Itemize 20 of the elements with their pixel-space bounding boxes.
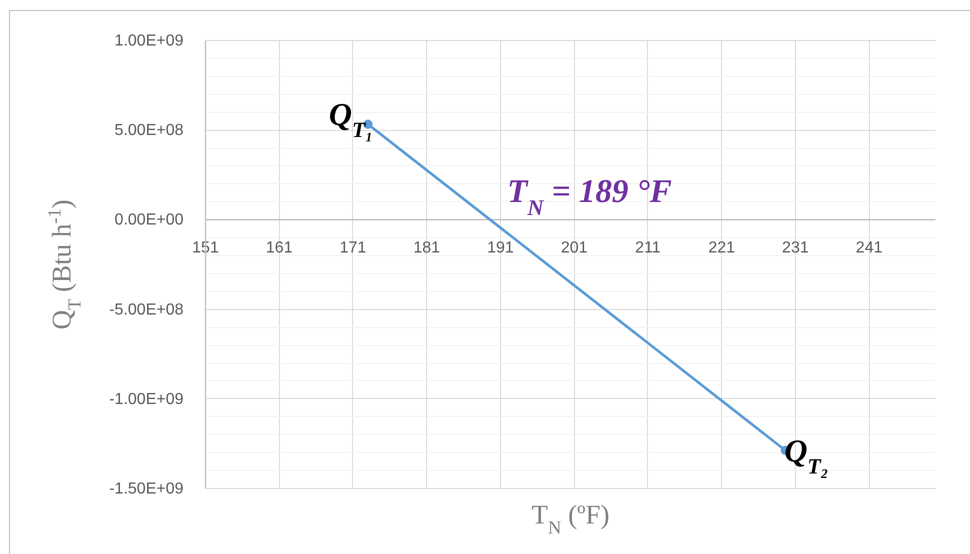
- y-tick-label: -5.00E+08: [109, 301, 184, 318]
- y-tick-label: -1.50E+09: [109, 480, 184, 498]
- x-tick-label: 211: [635, 240, 661, 257]
- y-tick-label: 0.00E+00: [114, 212, 184, 229]
- annotation: T$_{N}$ = 189 °F: [507, 174, 672, 220]
- x-tick-label: 221: [708, 240, 736, 257]
- x-tick-label: 161: [266, 240, 293, 257]
- y-tick-label: -1.00E+09: [109, 390, 184, 408]
- x-tick-label: 201: [560, 240, 588, 257]
- x-axis-title: T$_{N}$ (ºF): [532, 500, 610, 538]
- x-tick-label: 151: [192, 240, 219, 257]
- y-tick-label: 1.00E+09: [114, 32, 184, 50]
- annotation: Q$_{T₁}$: [328, 96, 373, 142]
- y-tick-label: 5.00E+08: [114, 122, 184, 140]
- x-tick-label: 191: [487, 240, 514, 257]
- x-tick-label: 231: [782, 240, 809, 257]
- x-tick-label: 241: [856, 240, 883, 257]
- x-tick-label: 171: [340, 240, 366, 257]
- annotation: Q$_{T₂}$: [784, 432, 828, 478]
- x-tick-label: 181: [413, 240, 440, 257]
